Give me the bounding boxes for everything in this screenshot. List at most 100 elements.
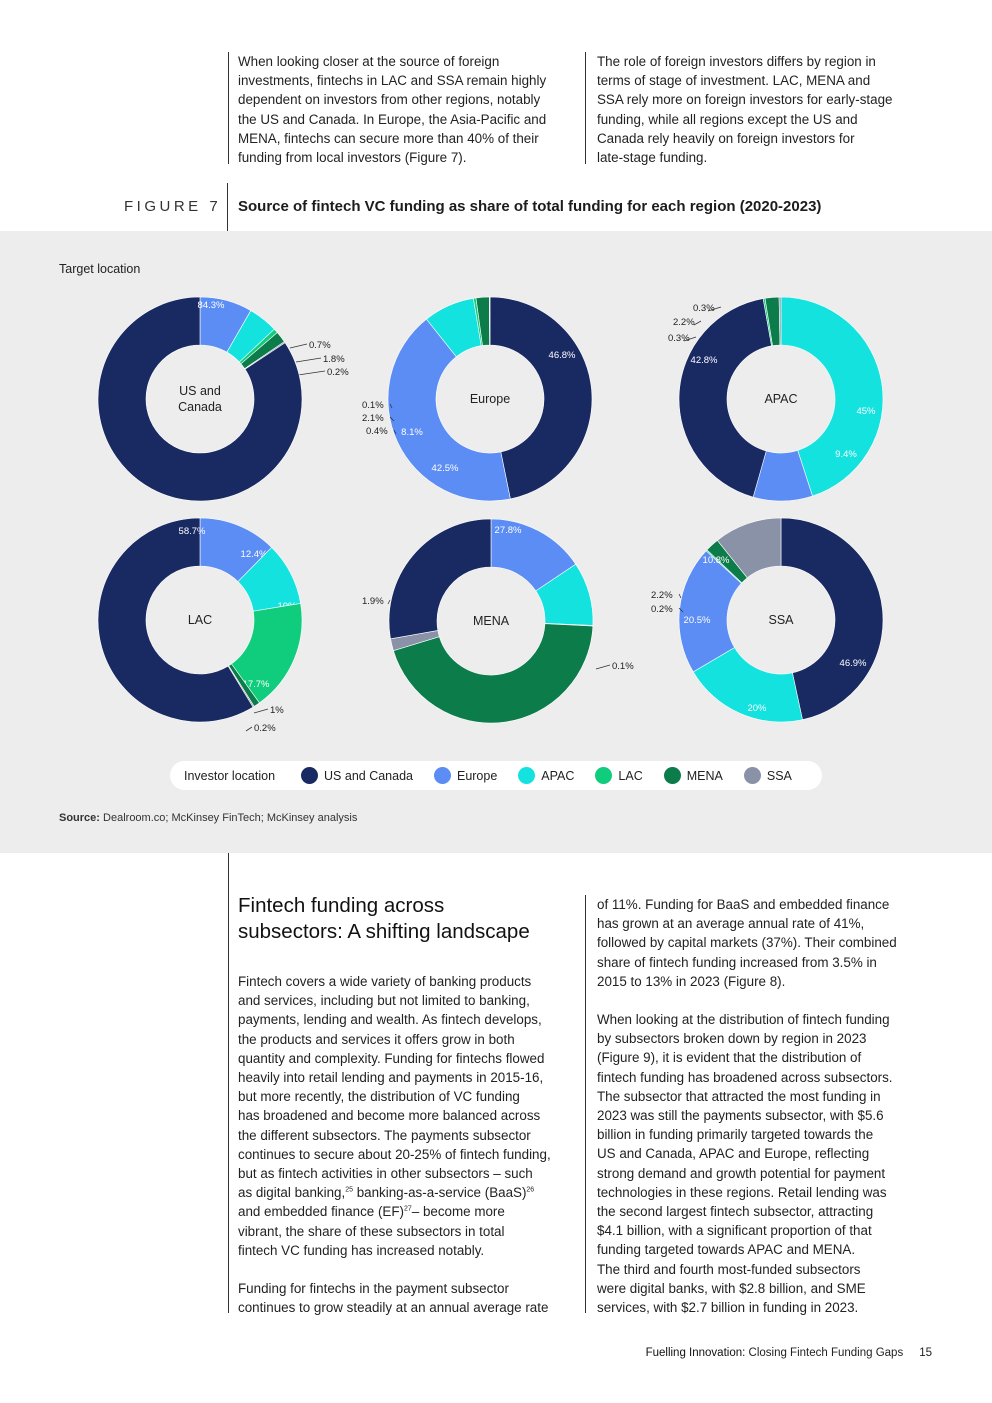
text-line: the products and services it offers grow… (238, 1031, 515, 1047)
donut-center-label: Europe (470, 392, 510, 406)
section-left-text: Fintech covers a wide variety of banking… (238, 972, 583, 1317)
text-line: 2023 was still the payments subsector, w… (597, 1108, 884, 1124)
text-line: terms of stage of investment. LAC, MENA … (597, 73, 871, 89)
text-line: followed by capital markets (37%). Their… (597, 935, 897, 951)
slice-label: 0.2% (254, 723, 276, 734)
legend-swatch (433, 767, 451, 784)
donut-slice (678, 298, 772, 498)
donut-slice (489, 296, 491, 346)
donut-1: 46.8% 42.5% 8.1% 0.4% 2.1% 0.1% Europe (362, 296, 593, 502)
figure-title-rule (227, 183, 228, 231)
slice-label: 0.2% (651, 604, 673, 615)
intro-right-text: The role of foreign investors differs by… (597, 52, 937, 167)
slice-label: 20.5% (684, 615, 711, 626)
leader-line (595, 664, 611, 670)
leader-line (295, 357, 322, 363)
legend: Investor location US and Canada Europe APA… (170, 761, 822, 790)
slice-label: 0.1% (612, 661, 634, 672)
leader-line (678, 593, 682, 599)
section-right-text: of 11%. Funding for BaaS and embedded fi… (597, 895, 942, 1317)
slice-label: 0.2% (327, 367, 349, 378)
text-fragment: and embedded finance (EF) (238, 1204, 404, 1220)
text-line: dependent on investors from other region… (238, 92, 541, 108)
leader-line (389, 403, 393, 409)
slice-label: 42.5% (432, 463, 459, 474)
legend-item: SSA (743, 767, 792, 784)
text-line: the second largest fintech subsector, at… (597, 1204, 874, 1220)
text-line: heavily into retail lending and payments… (238, 1070, 544, 1086)
slice-label: 9.4% (835, 449, 857, 460)
section-left-rule (228, 853, 229, 1313)
text-line: Fintech covers a wide variety of banking… (238, 974, 532, 989)
slice-label: 12.4% (241, 549, 268, 560)
section-title: Fintech funding across subsectors: A shi… (238, 893, 578, 945)
page-number: 15 (919, 1347, 932, 1359)
text-line: US and Canada, APAC and Europe, reflecti… (597, 1146, 870, 1162)
leader-line (389, 416, 395, 422)
slice-label: 2.2% (673, 317, 695, 328)
donut-slice (780, 296, 884, 497)
donut-slice (778, 296, 782, 346)
slice-label: 1.9% (362, 596, 384, 607)
legend-label: APAC (541, 768, 575, 783)
text-line: share of fintech funding increased from … (597, 954, 877, 970)
donut-center-label: APAC (764, 392, 797, 406)
text-fragment: as digital banking, (238, 1185, 346, 1201)
donut-slice (387, 318, 511, 502)
slice-label: 0.1% (362, 400, 384, 411)
text-line: 2015 to 13% in 2023 (Figure 8). (597, 973, 786, 989)
legend-item: Europe (433, 767, 498, 784)
target-location-label: Target location (59, 262, 141, 276)
footer-title-rest: Closing Fintech Funding Gaps (745, 1347, 904, 1359)
leader-line (245, 726, 253, 732)
source-note: Source: Dealroom.co; McKinsey FinTech; M… (59, 812, 357, 824)
donut-center-label: SSA (768, 613, 794, 627)
slice-label: 45% (856, 406, 876, 417)
text-line: The subsector that attracted the most fu… (597, 1088, 881, 1104)
text-line: SSA rely more on foreign investors for e… (597, 92, 893, 108)
text-line: of 11%. Funding for BaaS and embedded fi… (597, 897, 890, 912)
legend-item: LAC (595, 767, 643, 784)
leader-line (678, 607, 684, 613)
leader-line (289, 343, 308, 349)
text-line: services, with $2.7 billion in funding i… (597, 1300, 859, 1316)
legend-title: Investor location (184, 768, 276, 783)
figure-panel: Target location 8.3%4.7%0.7%1.8%0.2%84.3… (0, 231, 992, 853)
text-line: late-stage funding. (597, 150, 708, 166)
slice-label: 0.7% (309, 340, 331, 351)
text-line: MENA, fintechs can secure more than 40% … (238, 130, 539, 146)
slice-label: 2.2% (651, 590, 673, 601)
text-line: Canada rely heavily on foreign investors… (597, 130, 855, 146)
text-line: technologies in these regions. Retail le… (597, 1184, 887, 1200)
text-fragment: banking-as-a-service (BaaS) (353, 1185, 527, 1201)
text-line: payments, lending and wealth. As fintech… (238, 1012, 542, 1028)
donut-slice (97, 296, 303, 502)
legend-item: US and Canada (301, 767, 413, 784)
text-line: fintech funding has broadened across sub… (597, 1069, 893, 1085)
footnote-ref: 25 (345, 1186, 353, 1194)
footnote-ref: 27 (404, 1205, 412, 1213)
legend-label: Europe (456, 768, 498, 783)
section-right-rule (585, 895, 586, 1313)
text-line: The third and fourth most-funded subsect… (597, 1261, 861, 1277)
slice-label: 58.7% (179, 526, 206, 537)
intro-left-rule (228, 52, 229, 164)
slice-label: 20% (747, 703, 767, 714)
text-line: as digital banking,25 banking-as-a-servi… (238, 1183, 583, 1202)
leader-line (393, 429, 397, 435)
legend-label: US and Canada (324, 768, 413, 783)
text-line: were digital banks, with $2.8 billion, a… (597, 1280, 866, 1296)
slice-label: 84.3% (198, 300, 225, 311)
text-line: strong demand and growth potential for p… (597, 1165, 886, 1181)
text-line: funding from local investors (Figure 7). (238, 150, 467, 166)
text-line: has broadened and become more balanced a… (238, 1108, 541, 1124)
text-line: the different subsectors. The payments s… (238, 1127, 531, 1143)
leader-line (297, 370, 326, 376)
footnote-ref: 26 (526, 1186, 535, 1194)
intro-left-text: When looking closer at the source of for… (238, 52, 578, 167)
donut-center-label: Canada (178, 400, 222, 414)
donut-slice (716, 517, 782, 579)
donut-center-label: LAC (188, 613, 212, 627)
text-line: (Figure 9), it is evident that the distr… (597, 1050, 862, 1066)
